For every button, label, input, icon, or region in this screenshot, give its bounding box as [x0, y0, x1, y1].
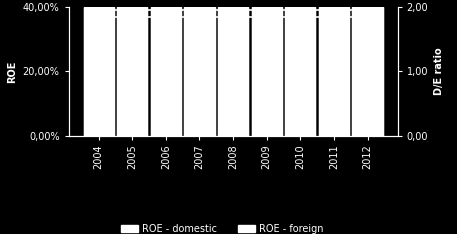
D/E ratio - foreign: [230, 15, 236, 18]
Bar: [285, 7, 315, 136]
Line: D/E ratio - foreign: D/E ratio - foreign: [96, 14, 370, 19]
Y-axis label: ROE: ROE: [7, 60, 17, 83]
Bar: [117, 7, 147, 136]
D/E ratio - domácí: [129, 9, 135, 12]
D/E ratio - foreign: [331, 15, 337, 18]
Bar: [84, 7, 114, 136]
Bar: [84, 7, 114, 136]
Bar: [218, 7, 248, 136]
D/E ratio - foreign: [96, 15, 101, 18]
D/E ratio - domácí: [264, 9, 270, 12]
D/E ratio - domácí: [197, 9, 202, 12]
Bar: [184, 7, 215, 136]
Bar: [352, 7, 383, 136]
Bar: [184, 7, 215, 136]
Bar: [151, 7, 181, 136]
D/E ratio - foreign: [365, 15, 370, 18]
Bar: [352, 7, 383, 136]
D/E ratio - foreign: [298, 15, 303, 18]
D/E ratio - foreign: [163, 15, 169, 18]
D/E ratio - domácí: [230, 9, 236, 12]
D/E ratio - domácí: [331, 9, 337, 12]
D/E ratio - domácí: [163, 9, 169, 12]
Bar: [285, 7, 315, 136]
Bar: [319, 7, 349, 136]
Bar: [251, 7, 282, 136]
Legend: ROE - domestic, D/E ratio - domácí, ROE - foreign, D/E ratio - foreign: ROE - domestic, D/E ratio - domácí, ROE …: [117, 220, 350, 234]
Y-axis label: D/E ratio: D/E ratio: [434, 48, 444, 95]
Line: D/E ratio - domácí: D/E ratio - domácí: [96, 8, 370, 12]
Bar: [218, 7, 248, 136]
D/E ratio - domácí: [298, 9, 303, 12]
D/E ratio - foreign: [129, 15, 135, 18]
Bar: [117, 7, 147, 136]
Bar: [319, 7, 349, 136]
D/E ratio - foreign: [264, 15, 270, 18]
D/E ratio - domácí: [365, 9, 370, 12]
D/E ratio - domácí: [96, 9, 101, 12]
Bar: [151, 7, 181, 136]
Bar: [251, 7, 282, 136]
D/E ratio - foreign: [197, 15, 202, 18]
